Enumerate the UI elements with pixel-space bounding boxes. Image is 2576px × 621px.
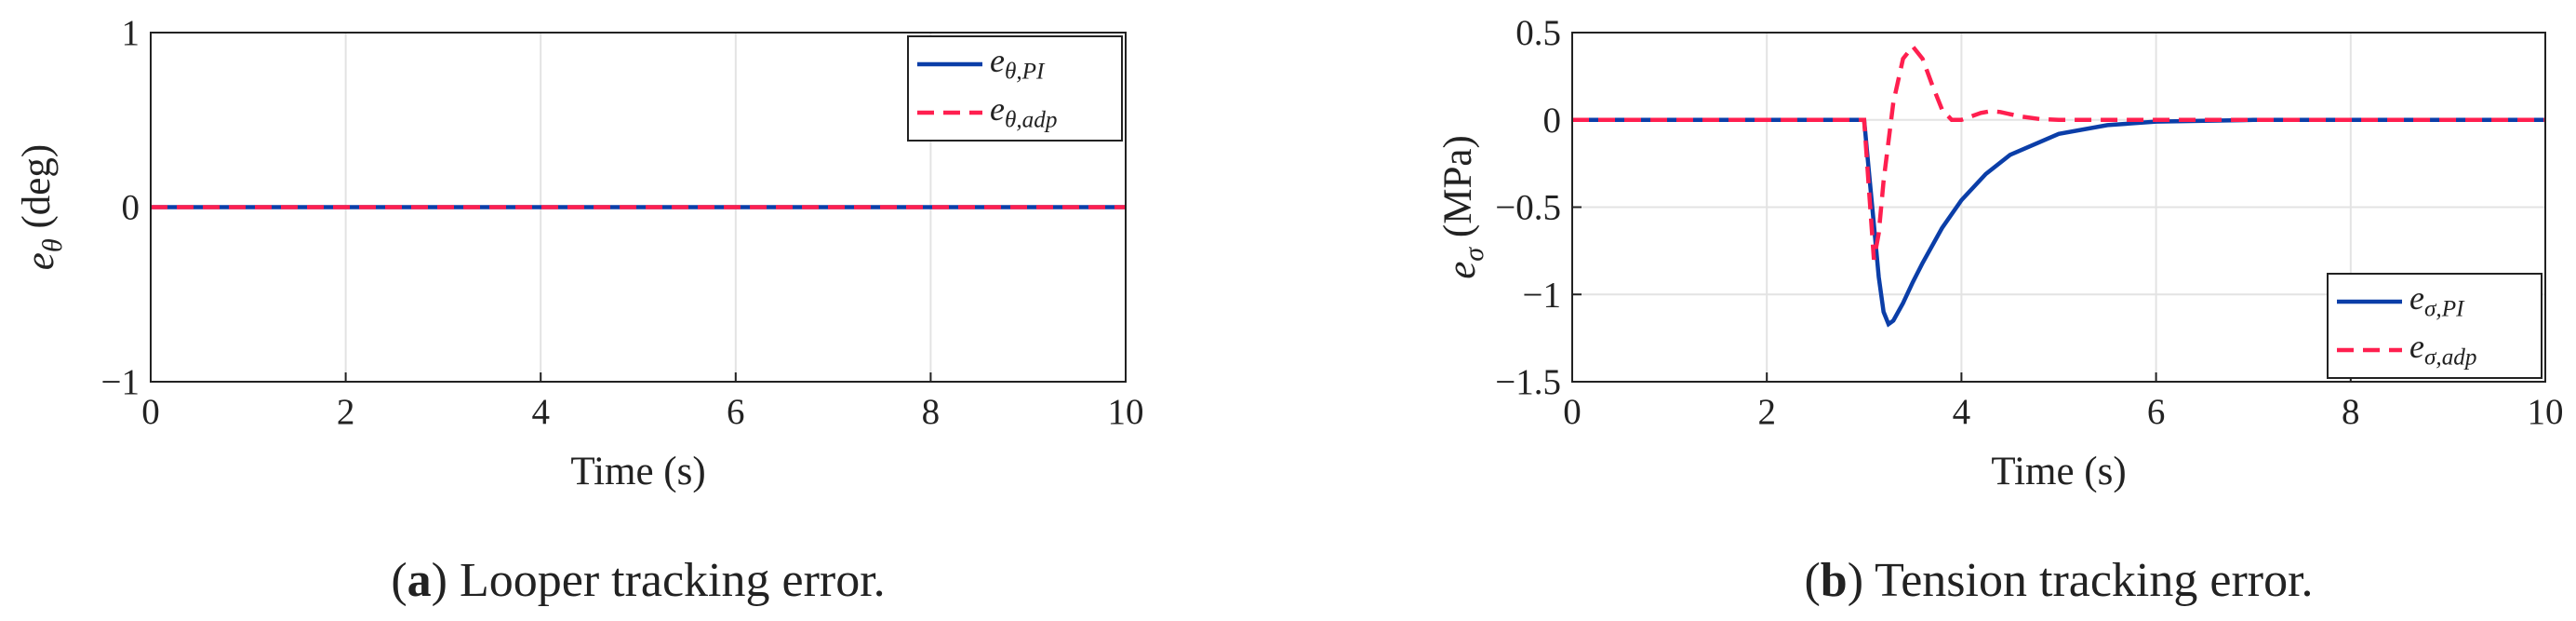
x-tick-label: 8 bbox=[922, 392, 941, 432]
y-tick-label: 0.5 bbox=[1515, 13, 1561, 53]
x-tick-label: 2 bbox=[337, 392, 355, 432]
series-line bbox=[1572, 117, 2545, 328]
x-tick-label: 4 bbox=[1953, 392, 1971, 432]
series-line bbox=[1572, 43, 2545, 261]
legend-label: eσ,adp bbox=[2409, 328, 2476, 371]
y-axis-label: eθ (deg) bbox=[15, 144, 68, 270]
caption: (a) Looper tracking error. bbox=[391, 554, 885, 607]
y-tick-label: −1.5 bbox=[1495, 362, 1561, 402]
x-tick-label: 2 bbox=[1757, 392, 1776, 432]
y-axis-label: eσ (MPa) bbox=[1436, 135, 1489, 279]
x-tick-label: 8 bbox=[2342, 392, 2360, 432]
x-tick-label: 6 bbox=[727, 392, 745, 432]
y-tick-label: 0 bbox=[122, 188, 140, 228]
legend bbox=[2327, 273, 2543, 379]
y-tick-label: 1 bbox=[122, 13, 140, 53]
x-tick-label: 0 bbox=[1563, 392, 1582, 432]
x-axis-label: Time (s) bbox=[1991, 450, 2126, 493]
x-tick-label: 10 bbox=[2528, 392, 2564, 432]
y-tick-label: 0 bbox=[1543, 101, 1562, 141]
x-tick-label: 10 bbox=[1108, 392, 1144, 432]
legend bbox=[907, 35, 1123, 142]
y-tick-label: −1 bbox=[101, 362, 140, 402]
x-tick-label: 0 bbox=[141, 392, 160, 432]
axes-box bbox=[150, 32, 1127, 383]
legend-label: eσ,PI bbox=[2409, 279, 2465, 322]
y-tick-label: −0.5 bbox=[1495, 188, 1561, 228]
x-tick-label: 6 bbox=[2147, 392, 2166, 432]
legend-label: eθ,adp bbox=[990, 90, 1057, 133]
axes-box bbox=[1571, 32, 2546, 383]
caption: (b) Tension tracking error. bbox=[1804, 554, 2313, 607]
x-tick-label: 4 bbox=[531, 392, 550, 432]
y-tick-label: −1 bbox=[1523, 275, 1562, 315]
legend-label: eθ,PI bbox=[990, 42, 1046, 85]
x-axis-label: Time (s) bbox=[570, 450, 705, 493]
